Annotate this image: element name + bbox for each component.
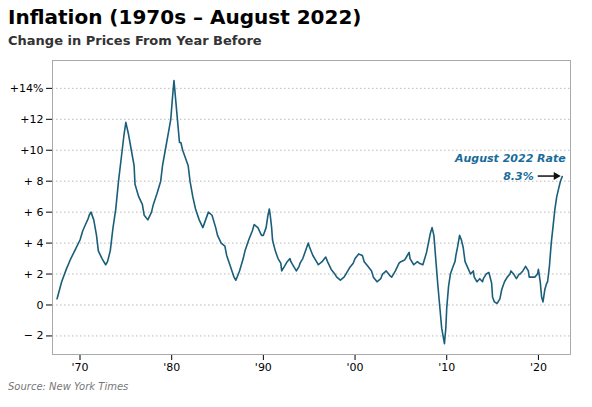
svg-text:'10: '10	[438, 361, 455, 374]
svg-text:'80: '80	[163, 361, 180, 374]
svg-text:− 2: − 2	[24, 329, 44, 342]
svg-text:+ 4: + 4	[24, 237, 44, 250]
svg-text:+ 8: + 8	[24, 175, 44, 188]
svg-text:8.3%: 8.3%	[503, 170, 534, 183]
svg-text:+10: +10	[20, 144, 43, 157]
html-text:Change in Prices From Year Bef: Change in Prices From Year Before	[8, 33, 262, 48]
svg-text:'70: '70	[71, 361, 88, 374]
svg-text:'90: '90	[255, 361, 272, 374]
html-text:Source: New York Times: Source: New York Times	[8, 381, 129, 392]
html-text:Inflation (1970s – August 2022: Inflation (1970s – August 2022)	[8, 5, 362, 29]
svg-text:+ 2: + 2	[24, 268, 44, 281]
svg-text:'00: '00	[347, 361, 364, 374]
svg-text:'20: '20	[530, 361, 547, 374]
svg-text:+ 6: + 6	[24, 206, 44, 219]
svg-text:+12: +12	[20, 113, 43, 126]
svg-text:+14%: +14%	[10, 82, 44, 95]
svg-text:August 2022 Rate: August 2022 Rate	[454, 152, 566, 165]
svg-text:0: 0	[37, 299, 44, 312]
